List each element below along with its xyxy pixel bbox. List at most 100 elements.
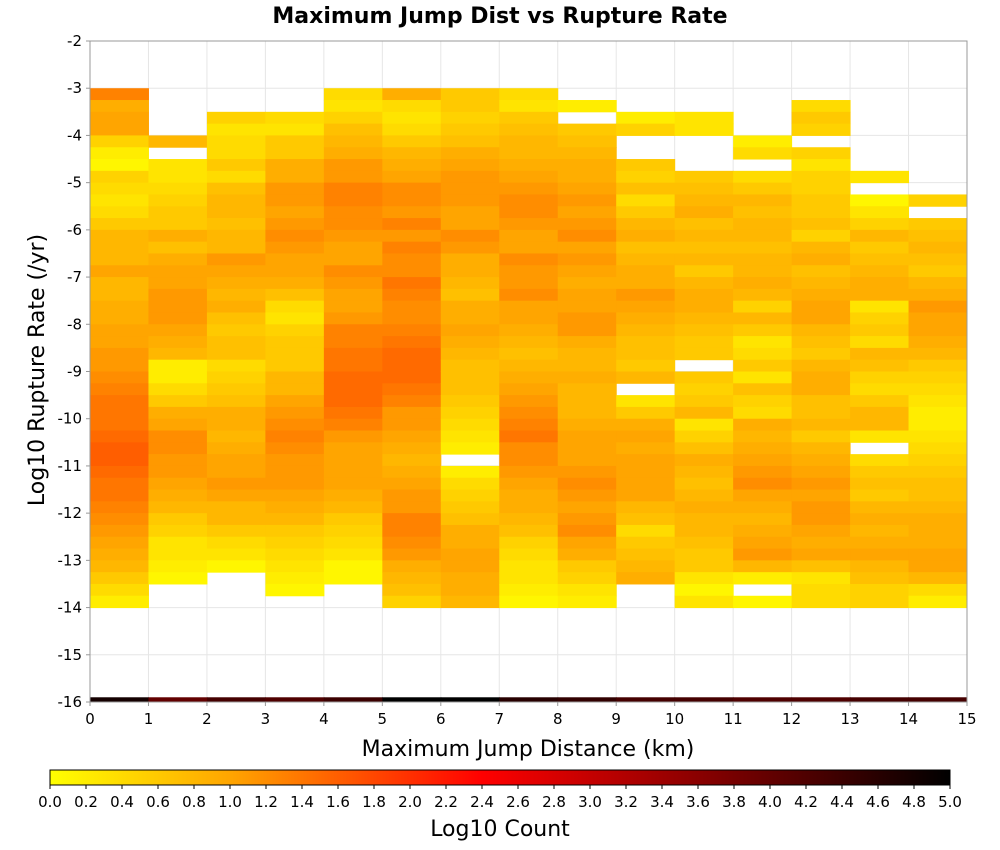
heatmap-cell — [616, 524, 676, 538]
heatmap-cell — [323, 454, 383, 467]
heatmap-cell — [323, 147, 383, 160]
y-tick-label: -9 — [67, 363, 82, 381]
heatmap-cell — [791, 595, 851, 609]
heatmap-cell — [90, 170, 149, 184]
heatmap-cell — [90, 359, 149, 372]
heatmap-cell — [557, 477, 617, 491]
heatmap-cell — [733, 359, 793, 372]
heatmap-cell — [382, 206, 442, 219]
heatmap-cell — [148, 229, 208, 243]
heatmap-cell — [733, 697, 793, 702]
heatmap-cell — [90, 100, 149, 113]
x-tick-label: 14 — [899, 710, 918, 728]
heatmap-cell — [90, 430, 149, 443]
heatmap-cell — [791, 395, 851, 408]
heatmap-cell — [499, 229, 559, 243]
heatmap-cell — [557, 265, 617, 278]
heatmap-cell — [440, 241, 500, 254]
heatmap-cell — [265, 572, 325, 585]
heatmap-cell — [557, 583, 617, 597]
heatmap-cell — [90, 111, 149, 125]
heatmap-cell — [148, 265, 208, 278]
heatmap-cell — [733, 324, 793, 337]
heatmap-cell — [616, 513, 676, 526]
heatmap-cell — [499, 524, 559, 538]
heatmap-cell — [206, 123, 266, 136]
heatmap-cell — [908, 454, 968, 467]
colorbar-tick-label: 3.2 — [614, 793, 638, 811]
y-tick-label: -15 — [58, 646, 83, 664]
heatmap-cell — [908, 418, 968, 432]
heatmap-cell — [90, 442, 149, 455]
heatmap-cell — [382, 100, 442, 113]
heatmap-cell — [674, 241, 734, 254]
heatmap-cell — [206, 536, 266, 550]
heatmap-cell — [733, 418, 793, 432]
heatmap-cell — [206, 371, 266, 384]
heatmap-cell — [616, 182, 676, 195]
heatmap-cell — [90, 395, 149, 408]
heatmap-cell — [908, 347, 968, 361]
heatmap-cell — [382, 88, 442, 101]
heatmap-cell — [440, 288, 500, 302]
plot-area — [89, 40, 968, 703]
heatmap-cell — [791, 359, 851, 372]
heatmap-cell — [499, 430, 559, 443]
heatmap-cell — [265, 336, 325, 349]
heatmap-cell — [440, 100, 500, 113]
heatmap-cell — [265, 418, 325, 432]
heatmap-cell — [90, 147, 149, 160]
heatmap-cell — [616, 430, 676, 443]
heatmap-cell — [440, 253, 500, 266]
heatmap-cell — [557, 147, 617, 160]
heatmap-cell — [499, 536, 559, 550]
heatmap-cell — [499, 371, 559, 384]
heatmap-cell — [850, 265, 910, 278]
y-tick-label: -7 — [67, 268, 82, 286]
y-axis-ticks: -2 -3 -4 -5 -6 -7 -8 -9 -10 -11 -12 -13 -14 -15 -16 — [58, 32, 90, 711]
heatmap-cell — [265, 123, 325, 136]
heatmap-cell — [382, 359, 442, 372]
heatmap-cell — [850, 477, 910, 491]
heatmap-cell — [850, 253, 910, 266]
heatmap-cell — [323, 418, 383, 432]
heatmap-cell — [323, 513, 383, 526]
heatmap-cell — [557, 489, 617, 502]
heatmap-cell — [90, 513, 149, 526]
heatmap-cell — [499, 465, 559, 479]
heatmap-cell — [557, 395, 617, 408]
heatmap-cell — [791, 147, 851, 160]
heatmap-cell — [733, 501, 793, 514]
heatmap-cell — [616, 454, 676, 467]
heatmap-cell — [265, 347, 325, 361]
heatmap-cell — [440, 548, 500, 561]
heatmap-cell — [674, 347, 734, 361]
heatmap-cell — [557, 288, 617, 302]
heatmap-cell — [382, 194, 442, 207]
heatmap-cell — [791, 194, 851, 207]
heatmap-cell — [557, 501, 617, 514]
y-tick-label: -14 — [58, 599, 83, 617]
heatmap-cell — [323, 241, 383, 254]
heatmap-cell — [382, 383, 442, 396]
heatmap-cell — [90, 135, 149, 148]
heatmap-cell — [265, 324, 325, 337]
heatmap-cell — [440, 135, 500, 148]
heatmap-cell — [148, 253, 208, 266]
heatmap-cell — [206, 548, 266, 561]
heatmap-cell — [90, 277, 149, 290]
heatmap-cell — [908, 583, 968, 597]
heatmap-cell — [616, 277, 676, 290]
heatmap-cell — [499, 548, 559, 561]
heatmap-cell — [499, 206, 559, 219]
heatmap-cell — [499, 218, 559, 231]
heatmap-cell — [323, 265, 383, 278]
heatmap-cell — [148, 347, 208, 361]
colorbar-tick-label: 3.6 — [686, 793, 710, 811]
heatmap-cell — [557, 442, 617, 455]
heatmap-cell — [908, 300, 968, 313]
heatmap-cell — [616, 347, 676, 361]
heatmap-cell — [791, 454, 851, 467]
heatmap-cell — [733, 371, 793, 384]
heatmap-cell — [323, 194, 383, 207]
